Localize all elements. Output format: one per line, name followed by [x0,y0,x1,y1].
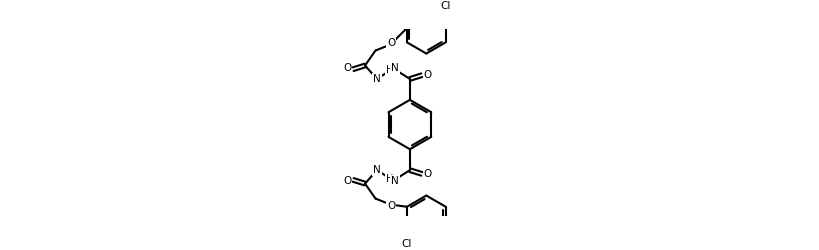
Text: N: N [391,176,399,186]
Text: H: H [386,174,393,184]
Text: Cl: Cl [401,239,412,249]
Text: O: O [343,176,351,186]
Text: O: O [343,63,351,73]
Text: O: O [387,38,396,48]
Text: O: O [423,169,432,179]
Text: O: O [387,201,396,211]
Text: N: N [373,74,381,84]
Text: O: O [423,70,432,80]
Text: N: N [373,165,381,175]
Text: H: H [386,65,393,75]
Text: N: N [391,64,399,74]
Text: Cl: Cl [441,1,451,11]
